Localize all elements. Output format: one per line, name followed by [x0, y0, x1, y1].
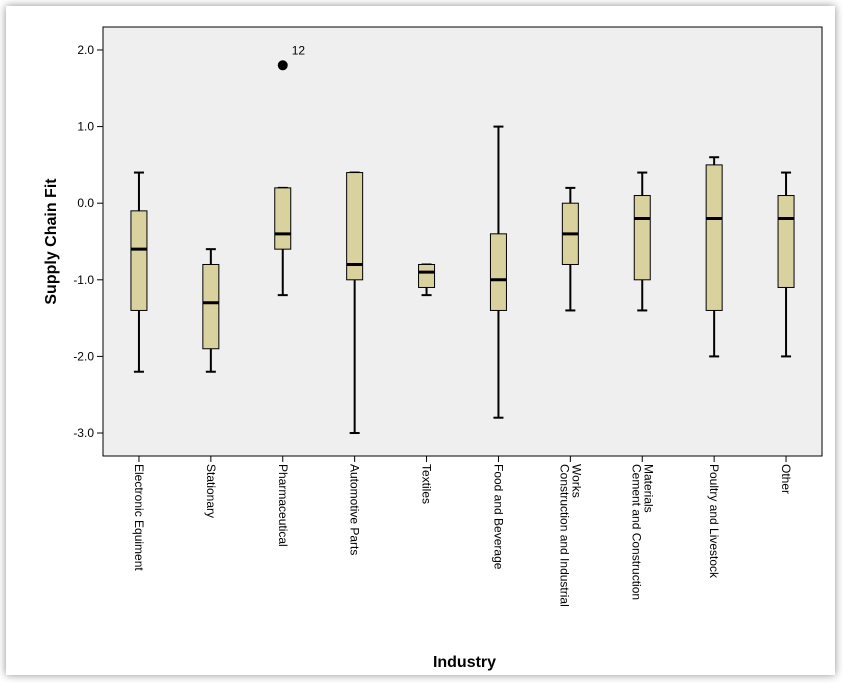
x-tick-label: Electronic Equiment: [132, 464, 146, 571]
iqr-box: [705, 164, 723, 311]
x-tick-label: Other: [779, 464, 793, 494]
box-7: [561, 186, 579, 312]
box-5: [418, 263, 436, 297]
box-3: 12: [274, 43, 306, 297]
iqr-box: [130, 210, 148, 311]
x-axis-labels: Electronic Equiment Stationary Pharmaceuti…: [132, 456, 793, 607]
boxes-group: 12: [130, 43, 795, 435]
outlier-point: [277, 60, 288, 71]
iqr-box: [346, 172, 364, 281]
y-tick-label: 2.0: [77, 43, 94, 57]
y-axis: 2.0 1.0 0.0 -1.0 -2.0 -3.0: [73, 43, 103, 440]
y-axis-title: Supply Chain Fit: [43, 178, 60, 305]
y-tick-label: -2.0: [73, 349, 94, 363]
x-tick-label: Stationary: [204, 464, 218, 518]
x-tick-label: Cement and Construction: [629, 464, 643, 600]
iqr-box: [202, 263, 220, 350]
x-tick-label: Materials: [641, 464, 655, 513]
x-axis-title: Industry: [433, 654, 496, 671]
box-2: [202, 248, 220, 373]
x-tick-label: Construction and Industrial: [557, 464, 571, 607]
iqr-box: [633, 195, 651, 281]
iqr-box: [777, 195, 795, 288]
y-tick-label: -3.0: [73, 426, 94, 440]
y-tick-label: 1.0: [77, 120, 94, 134]
iqr-box: [489, 233, 507, 311]
y-tick-label: 0.0: [77, 196, 94, 210]
box-8: [633, 171, 651, 312]
plot-area: [102, 26, 823, 457]
outlier-label: 12: [292, 43, 306, 57]
box-1: [130, 171, 148, 373]
iqr-box: [418, 263, 436, 288]
box-6: [489, 125, 507, 419]
x-tick-label: Food and Beverage: [491, 464, 505, 570]
x-tick-label: Works: [569, 464, 583, 498]
x-tick-label: Poultry and Livestock: [707, 464, 721, 579]
box-9: [705, 156, 723, 358]
box-4: [346, 171, 364, 435]
x-tick-label: Pharmaceutical: [276, 464, 290, 547]
x-tick-label: Textiles: [420, 464, 434, 504]
iqr-box: [274, 187, 292, 250]
y-tick-label: -1.0: [73, 273, 94, 287]
x-tick-label: Automotive Parts: [348, 464, 362, 555]
box-10: [777, 171, 795, 358]
